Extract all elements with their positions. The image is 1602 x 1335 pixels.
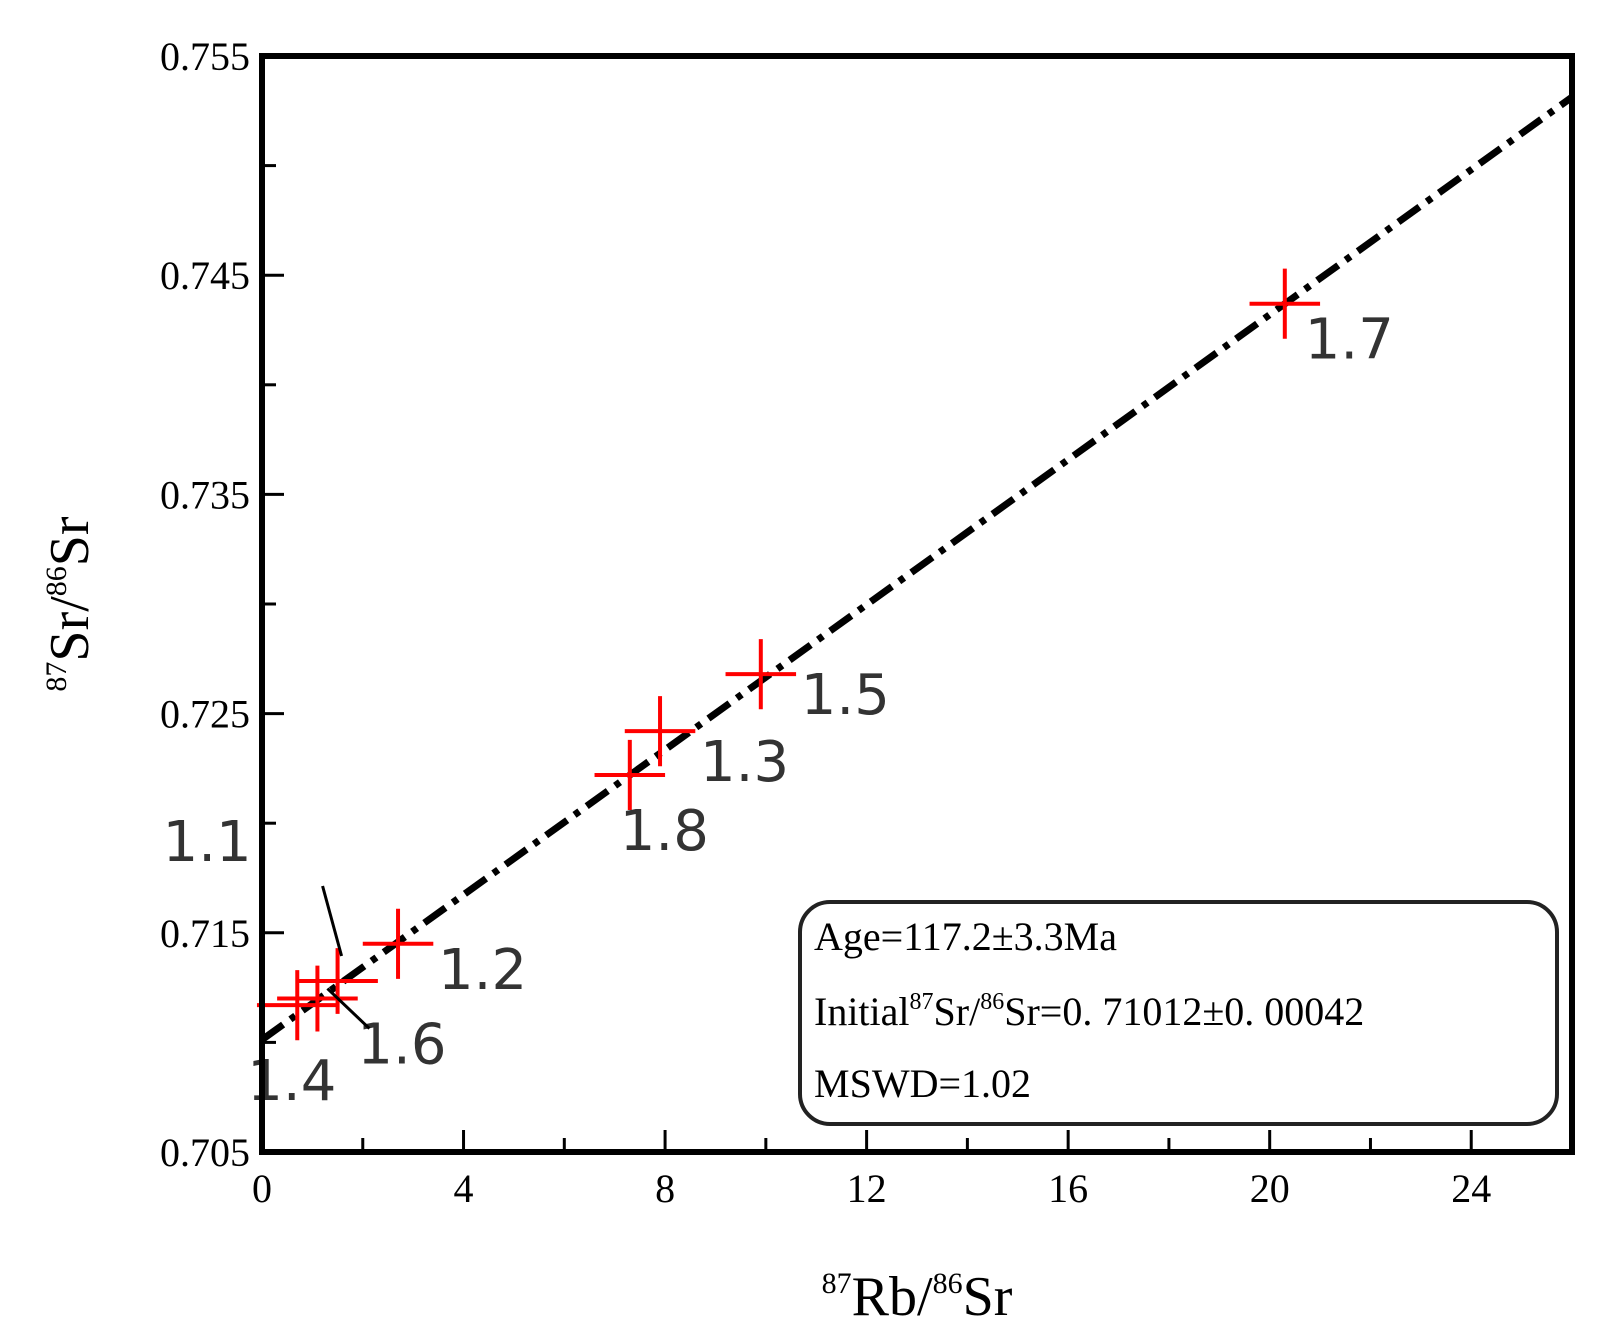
data-point-1-3 xyxy=(624,696,696,767)
regression-line-group xyxy=(259,94,1575,1043)
results-box: Age=117.2±3.3Ma Initial87Sr/86Sr=0. 7101… xyxy=(798,900,1559,1126)
initial-sup1: 87 xyxy=(910,989,934,1015)
data-point-1-6 xyxy=(277,965,358,1032)
data-points xyxy=(256,268,1321,1041)
y-tick-label: 0.705 xyxy=(160,1130,250,1175)
y-axis-title: 87Sr/86Sr xyxy=(39,516,101,692)
tick-labels: 0 4 8 12 16 20 24 0.705 0.715 0.725 0.735 0.745 0.75… xyxy=(160,34,1491,1211)
point-label-1-7: 1.7 xyxy=(1305,308,1394,373)
x-tick-label: 4 xyxy=(454,1166,474,1211)
point-label-1-1: 1.1 xyxy=(163,810,252,875)
data-point-1-4 xyxy=(256,970,338,1041)
y-tick-label: 0.745 xyxy=(160,253,250,298)
y-tick-label: 0.725 xyxy=(160,692,250,737)
y-axis-title-main2: Sr xyxy=(39,516,101,566)
y-tick-label: 0.715 xyxy=(160,911,250,956)
data-point-1-2 xyxy=(362,908,434,979)
x-tick-label: 12 xyxy=(847,1166,887,1211)
x-tick-label: 0 xyxy=(252,1166,272,1211)
data-point-1-8 xyxy=(594,739,666,811)
point-label-1-3: 1.3 xyxy=(700,730,789,795)
data-point-1-5 xyxy=(725,639,797,710)
point-label-1-5: 1.5 xyxy=(801,663,890,728)
x-axis-title: 87Rb/86Sr xyxy=(822,1266,1013,1328)
mswd-text: MSWD=1.02 xyxy=(814,1061,1031,1106)
point-label-1-8: 1.8 xyxy=(620,799,709,864)
x-axis-title-sup2: 86 xyxy=(933,1267,963,1300)
x-tick-label: 8 xyxy=(655,1166,675,1211)
x-axis-title-main1: Rb/ xyxy=(852,1266,933,1328)
initial-ratio-text: Initial87Sr/86Sr=0. 71012±0. 00042 xyxy=(814,989,1364,1034)
leader-line-1-6 xyxy=(326,987,371,1030)
results-box-frame xyxy=(798,900,1559,1126)
x-axis-title-sup1: 87 xyxy=(822,1267,852,1300)
initial-prefix: Initial xyxy=(814,989,910,1034)
y-axis-title-main1: Sr/ xyxy=(39,596,101,662)
point-label-1-6: 1.6 xyxy=(357,1013,446,1078)
data-point-1-7 xyxy=(1249,268,1321,339)
leader-line-1-1 xyxy=(321,885,344,957)
x-tick-label: 20 xyxy=(1250,1166,1290,1211)
x-axis-title-main2: Sr xyxy=(963,1266,1013,1328)
y-tick-label: 0.735 xyxy=(160,472,250,517)
y-axis-title-sup1: 87 xyxy=(40,662,73,692)
plot-frame xyxy=(259,53,1575,1155)
age-text: Age=117.2±3.3Ma xyxy=(814,914,1117,959)
data-point-1-1 xyxy=(297,948,378,1014)
x-tick-label: 24 xyxy=(1451,1166,1491,1211)
initial-rest: Sr=0. 71012±0. 00042 xyxy=(1004,989,1364,1034)
point-label-1-2: 1.2 xyxy=(438,938,527,1003)
regression-line xyxy=(259,94,1575,1043)
initial-sup2: 86 xyxy=(980,989,1004,1015)
initial-mid: Sr/ xyxy=(934,989,982,1034)
y-axis-title-sup2: 86 xyxy=(40,566,73,596)
y-tick-label: 0.755 xyxy=(160,34,250,79)
x-tick-label: 16 xyxy=(1048,1166,1088,1211)
